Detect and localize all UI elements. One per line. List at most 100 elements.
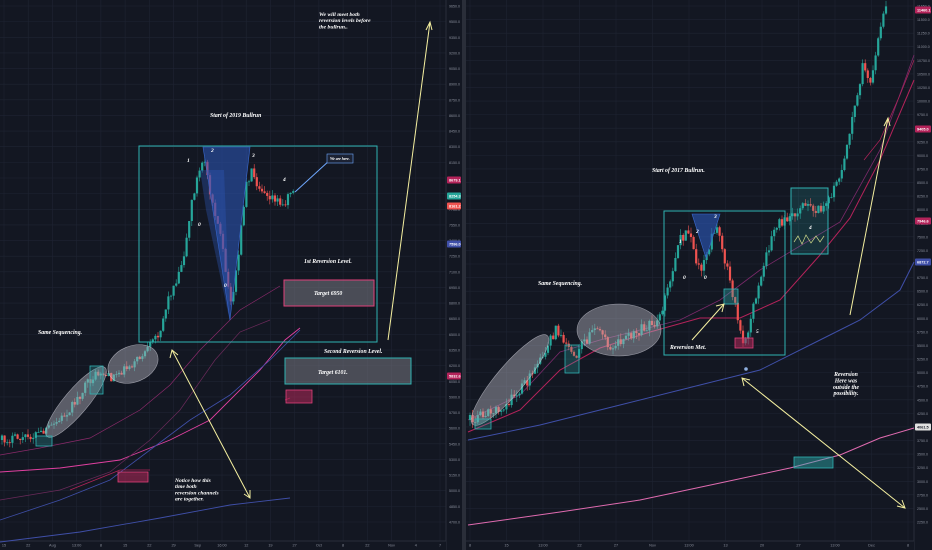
y-tick-label: 8000.0 bbox=[917, 208, 928, 212]
right-candle bbox=[622, 339, 625, 345]
arrows bbox=[169, 20, 433, 499]
right-candle bbox=[757, 285, 760, 299]
touch-marker bbox=[744, 367, 748, 371]
price-tag bbox=[915, 423, 931, 431]
left-candle bbox=[86, 379, 89, 383]
right-candle bbox=[752, 303, 755, 319]
left-candle bbox=[188, 221, 191, 238]
right-candle bbox=[791, 213, 794, 217]
x-tick-label: Sep bbox=[194, 544, 201, 548]
x-tick-label: Oct bbox=[316, 544, 323, 548]
left-candle bbox=[120, 372, 123, 375]
x-tick-label: 22 bbox=[365, 544, 369, 548]
right-candle bbox=[585, 339, 589, 344]
x-tick-label: 8 bbox=[342, 544, 344, 548]
right-candle bbox=[676, 245, 680, 258]
y-tick-label: 6350.0 bbox=[449, 349, 460, 353]
left-candle bbox=[240, 225, 243, 255]
left-candle bbox=[6, 442, 9, 444]
x-tick-label: 8 bbox=[907, 544, 909, 548]
y-tick-label: 10500.0 bbox=[917, 72, 930, 76]
ma-pink-lower bbox=[467, 427, 915, 526]
right-candle bbox=[484, 415, 487, 417]
right-candle bbox=[713, 232, 716, 234]
right-candle bbox=[643, 324, 646, 331]
x-tick-label: 13 bbox=[723, 544, 727, 548]
left-candle bbox=[47, 425, 50, 428]
panel-divider[interactable] bbox=[462, 0, 466, 550]
sequence-box bbox=[89, 365, 104, 395]
right-candle bbox=[843, 158, 846, 171]
right-candle bbox=[510, 394, 513, 406]
left-candle bbox=[34, 432, 37, 438]
left-chart-panel[interactable]: 9650.09500.09350.09200.09050.08900.08750… bbox=[0, 0, 462, 550]
y-tick-label: 5300.0 bbox=[449, 458, 460, 462]
left-candle bbox=[78, 396, 82, 399]
left-candle bbox=[84, 382, 87, 393]
projection-wave bbox=[793, 234, 825, 245]
right-candle bbox=[580, 341, 583, 350]
right-candle bbox=[619, 339, 622, 345]
right-candle bbox=[721, 235, 724, 250]
y-tick-label: 3500.0 bbox=[917, 453, 928, 457]
right-candle bbox=[710, 233, 713, 250]
right-candle bbox=[715, 227, 719, 233]
right-candle bbox=[739, 320, 742, 331]
left-candle bbox=[21, 437, 24, 440]
left-candle bbox=[146, 346, 149, 352]
same-seq-label: Same Sequencing. bbox=[38, 330, 82, 336]
left-candle bbox=[193, 193, 196, 200]
bullrun-box bbox=[138, 145, 378, 343]
left-candle bbox=[115, 374, 118, 376]
right-candle bbox=[669, 281, 672, 288]
price-tag bbox=[915, 217, 931, 225]
right-candle bbox=[689, 233, 693, 237]
right-candle bbox=[822, 205, 825, 212]
y-tick-label: 9750.0 bbox=[917, 113, 928, 117]
left-candle bbox=[149, 342, 152, 347]
right-candle bbox=[765, 252, 768, 266]
left-candle bbox=[76, 396, 79, 405]
left-candle bbox=[273, 195, 277, 202]
left-candle bbox=[271, 195, 274, 200]
left-candle bbox=[32, 437, 35, 440]
reversion-note-annotation: Reversion Here was outside the possibility. bbox=[832, 372, 859, 397]
left-candle bbox=[37, 432, 40, 433]
y-tick-label: 9000.0 bbox=[917, 154, 928, 158]
y-tick-label: 9650.0 bbox=[449, 5, 460, 9]
x-tick-label: Nov bbox=[388, 544, 395, 548]
y-tick-label: 8900.0 bbox=[449, 83, 460, 87]
right-candle bbox=[614, 345, 617, 349]
sequence-ellipse bbox=[107, 344, 159, 384]
left-candle bbox=[143, 351, 147, 357]
y-tick-label: 10000.0 bbox=[917, 100, 930, 104]
right-candle bbox=[705, 254, 708, 261]
right-candle bbox=[645, 330, 648, 332]
left-candle bbox=[97, 371, 100, 376]
left-candle bbox=[195, 177, 199, 194]
target-box-1 bbox=[283, 279, 375, 307]
x-tick-label: 8 bbox=[100, 544, 102, 548]
y-tick-label: 5600.0 bbox=[449, 427, 460, 431]
right-candle bbox=[780, 219, 784, 226]
pattern-triangle bbox=[691, 213, 721, 259]
right-candle bbox=[507, 403, 511, 406]
x-tick-label: 15 bbox=[2, 544, 6, 548]
y-tick-label: 3750.0 bbox=[917, 439, 928, 443]
ma-dark-pink bbox=[0, 319, 271, 501]
left-candle bbox=[136, 356, 139, 362]
right-chart-panel[interactable]: 11650.011500.011250.011000.010750.010500… bbox=[462, 0, 932, 550]
y-tick-label: 11500.0 bbox=[917, 18, 930, 22]
left-candle bbox=[16, 434, 19, 439]
price-tag-label: 7596.0 bbox=[449, 243, 461, 247]
right-candle bbox=[627, 333, 630, 336]
price-tag-label: 5832.6 bbox=[449, 375, 461, 379]
ma-pink-line bbox=[467, 79, 915, 433]
right-candle bbox=[835, 181, 838, 186]
right-candle bbox=[814, 210, 817, 214]
y-tick-label: 9500.0 bbox=[449, 20, 460, 24]
right-candle bbox=[609, 347, 612, 350]
left-candle bbox=[45, 427, 48, 434]
y-tick-label: 7250.0 bbox=[449, 255, 460, 259]
right-candle bbox=[593, 328, 596, 331]
